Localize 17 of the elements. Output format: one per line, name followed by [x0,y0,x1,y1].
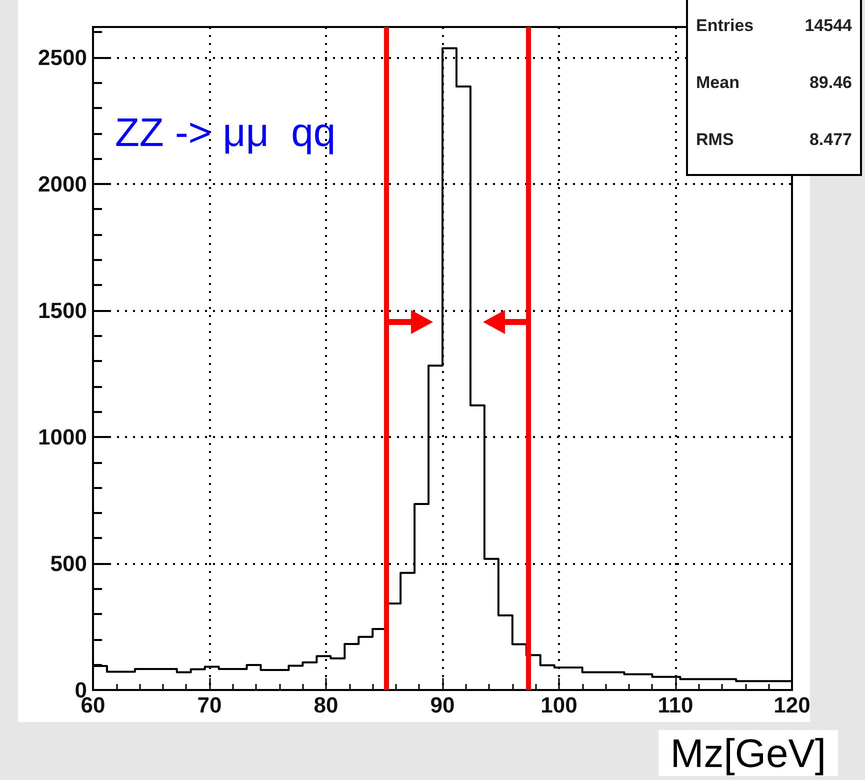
y-tick-label: 1000 [38,424,87,450]
x-tick-label: 100 [540,692,578,718]
stats-box: Entries 14544 Mean 89.46 RMS 8.477 [686,0,862,176]
x-tick-label: 120 [774,692,810,718]
y-tick-label: 1500 [38,298,87,323]
y-tick-label: 2000 [38,171,87,196]
annotation: ZZ -> μμ qq [115,111,336,155]
x-axis-title: Mz[GeV] [670,732,826,776]
annotation: Mean [696,72,740,93]
annotation: RMS [696,130,734,150]
y-tick-label: 2500 [38,44,87,70]
x-tick-label: 80 [314,692,338,718]
x-tick-label: 110 [658,692,694,718]
y-tick-label: 500 [50,550,87,576]
x-tick-label: 70 [197,692,222,718]
x-tick-label: 90 [430,692,455,718]
annotation: Entries [696,16,754,36]
